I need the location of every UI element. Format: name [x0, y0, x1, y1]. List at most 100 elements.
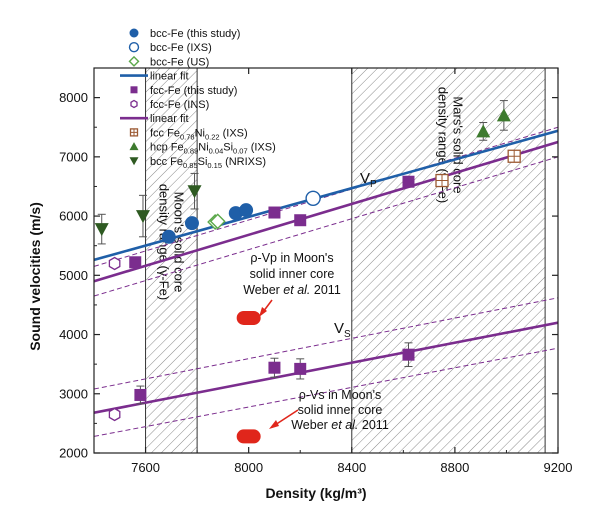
legend-item: bcc-Fe (US) [128, 55, 209, 68]
marker-circle-filled [161, 229, 176, 244]
region-label-line: Mars's solid core [450, 96, 465, 193]
legend-text: fcc Fe [150, 127, 180, 139]
region-label-moon: Moon's solid coredensity range (γ-Fe) [156, 184, 186, 300]
legend-subscript: 0.04 [209, 147, 224, 156]
x-tick-label: 9200 [544, 460, 573, 475]
marker-square-cross [435, 173, 449, 188]
marker-triangle-down [94, 223, 109, 237]
legend-subscript: 0.89 [184, 147, 199, 156]
y-tick-label: 2000 [59, 446, 88, 461]
legend-label: bcc-Fe (IXS) [150, 42, 212, 54]
legend: bcc-Fe (this study) bcc-Fe (IXS) bcc-Fe (U… [120, 28, 276, 170]
legend-label: bcc-Fe (US) [150, 56, 209, 68]
legend-item: bcc-Fe (this study) [129, 28, 240, 40]
x-tick-label: 8000 [234, 460, 263, 475]
marker-square-filled [402, 175, 415, 188]
marker-hexagon-open [108, 407, 121, 422]
marker-triangle-up [476, 124, 491, 138]
vp-moon-line2: solid inner core [250, 267, 335, 281]
vp-moon-arrowhead [259, 307, 267, 317]
marker-square-filled [294, 362, 307, 375]
marker-square-filled [294, 214, 307, 227]
vs-moon-line3: Weber et al. 2011 [291, 418, 389, 432]
legend-subscript: 0.78 [180, 132, 195, 141]
legend-text: Ni [195, 127, 205, 139]
legend-text: (IXS) [220, 127, 248, 139]
data-points [94, 100, 521, 422]
series-group [161, 203, 254, 244]
legend-text: hcp Fe [150, 142, 184, 154]
vp-moon-line1: ρ-Vp in Moon's [250, 251, 333, 265]
legend-item: bcc-Fe (IXS) [128, 42, 212, 54]
marker-hexagon-open [108, 256, 121, 271]
vs-moon-arrow [274, 409, 299, 426]
legend-label: bcc Fe0.85Si0.15 (NRIXS) [150, 156, 266, 170]
legend-text: (NRIXS) [222, 156, 266, 168]
series-group [94, 172, 202, 245]
marker-triangle-down [135, 210, 150, 224]
marker-diamond-open [209, 213, 226, 230]
marker-cross [508, 150, 521, 163]
marker-square-filled [130, 86, 138, 94]
series-group [305, 190, 321, 207]
region-mars [351, 67, 546, 454]
y-tick-label: 7000 [59, 149, 88, 164]
density-regions: Moon's solid coredensity range (γ-Fe) Mar… [145, 67, 546, 454]
legend-label: bcc-Fe (this study) [150, 28, 240, 40]
marker-circle-filled [184, 216, 199, 231]
legend-item: hcp Fe0.89Ni0.04Si0.07 (IXS) [129, 142, 276, 156]
fit-line-2 [94, 321, 558, 414]
plot-frame [93, 67, 559, 454]
marker-cross [130, 128, 138, 136]
legend-text: Ni [198, 142, 208, 154]
marker-square-filled [129, 256, 142, 269]
x-axis-label: Density (kg/m³) [265, 485, 366, 501]
legend-subscript: 0.07 [233, 147, 248, 156]
x-tick-label: 8400 [337, 460, 366, 475]
region-label-line: Moon's solid core [171, 192, 186, 293]
fit-band-lower [94, 347, 558, 437]
marker-square-cross [129, 128, 139, 137]
marker-square-filled [134, 388, 147, 401]
moon-point [236, 310, 261, 325]
marker-hexagon-open [130, 99, 138, 109]
marker-square-cross [507, 149, 521, 163]
marker-cross [436, 174, 448, 187]
y-tick-label: 4000 [59, 327, 88, 342]
confidence-bands [94, 126, 558, 437]
legend-text: Si [198, 156, 208, 168]
series-group [129, 175, 415, 405]
marker-square-filled [268, 206, 281, 219]
marker-circle-filled [239, 203, 254, 218]
legend-subscript: 0.22 [205, 132, 220, 141]
vs-moon-arrowhead [269, 420, 279, 429]
legend-label: fcc Fe0.78Ni0.22 (IXS) [150, 127, 248, 141]
vs-moon-line2: solid inner core [298, 403, 383, 417]
legend-subscript: 0.15 [207, 161, 222, 170]
marker-triangle-up [496, 108, 511, 122]
vs-moon-line1: ρ-Vs in Moon's [299, 388, 381, 402]
marker-diamond-open [128, 55, 140, 67]
series-group [108, 256, 121, 422]
legend-item: linear fit [120, 71, 189, 83]
marker-square-filled [402, 348, 415, 361]
legend-item: linear fit [120, 113, 189, 125]
y-tick-label: 3000 [59, 386, 88, 401]
marker-square-filled [268, 361, 281, 374]
legend-label: hcp Fe0.89Ni0.04Si0.07 (IXS) [150, 142, 276, 156]
legend-item: fcc-Fe (this study) [130, 85, 237, 97]
fit-line-1 [94, 140, 558, 283]
legend-text: (IXS) [248, 142, 276, 154]
marker-circle-open [305, 190, 321, 207]
legend-label: fcc-Fe (INS) [150, 99, 209, 111]
vs-label: VS [334, 320, 351, 340]
legend-text: bcc Fe [150, 156, 183, 168]
vp-moon-line3: Weber et al. 2011 [243, 283, 341, 297]
vp-label: VP [360, 170, 377, 190]
legend-item: fcc Fe0.78Ni0.22 (IXS) [129, 127, 248, 141]
legend-item: fcc-Fe (INS) [130, 99, 209, 111]
marker-circle-filled [129, 28, 139, 38]
fit-band-upper [94, 297, 558, 390]
legend-label: linear fit [150, 71, 189, 83]
